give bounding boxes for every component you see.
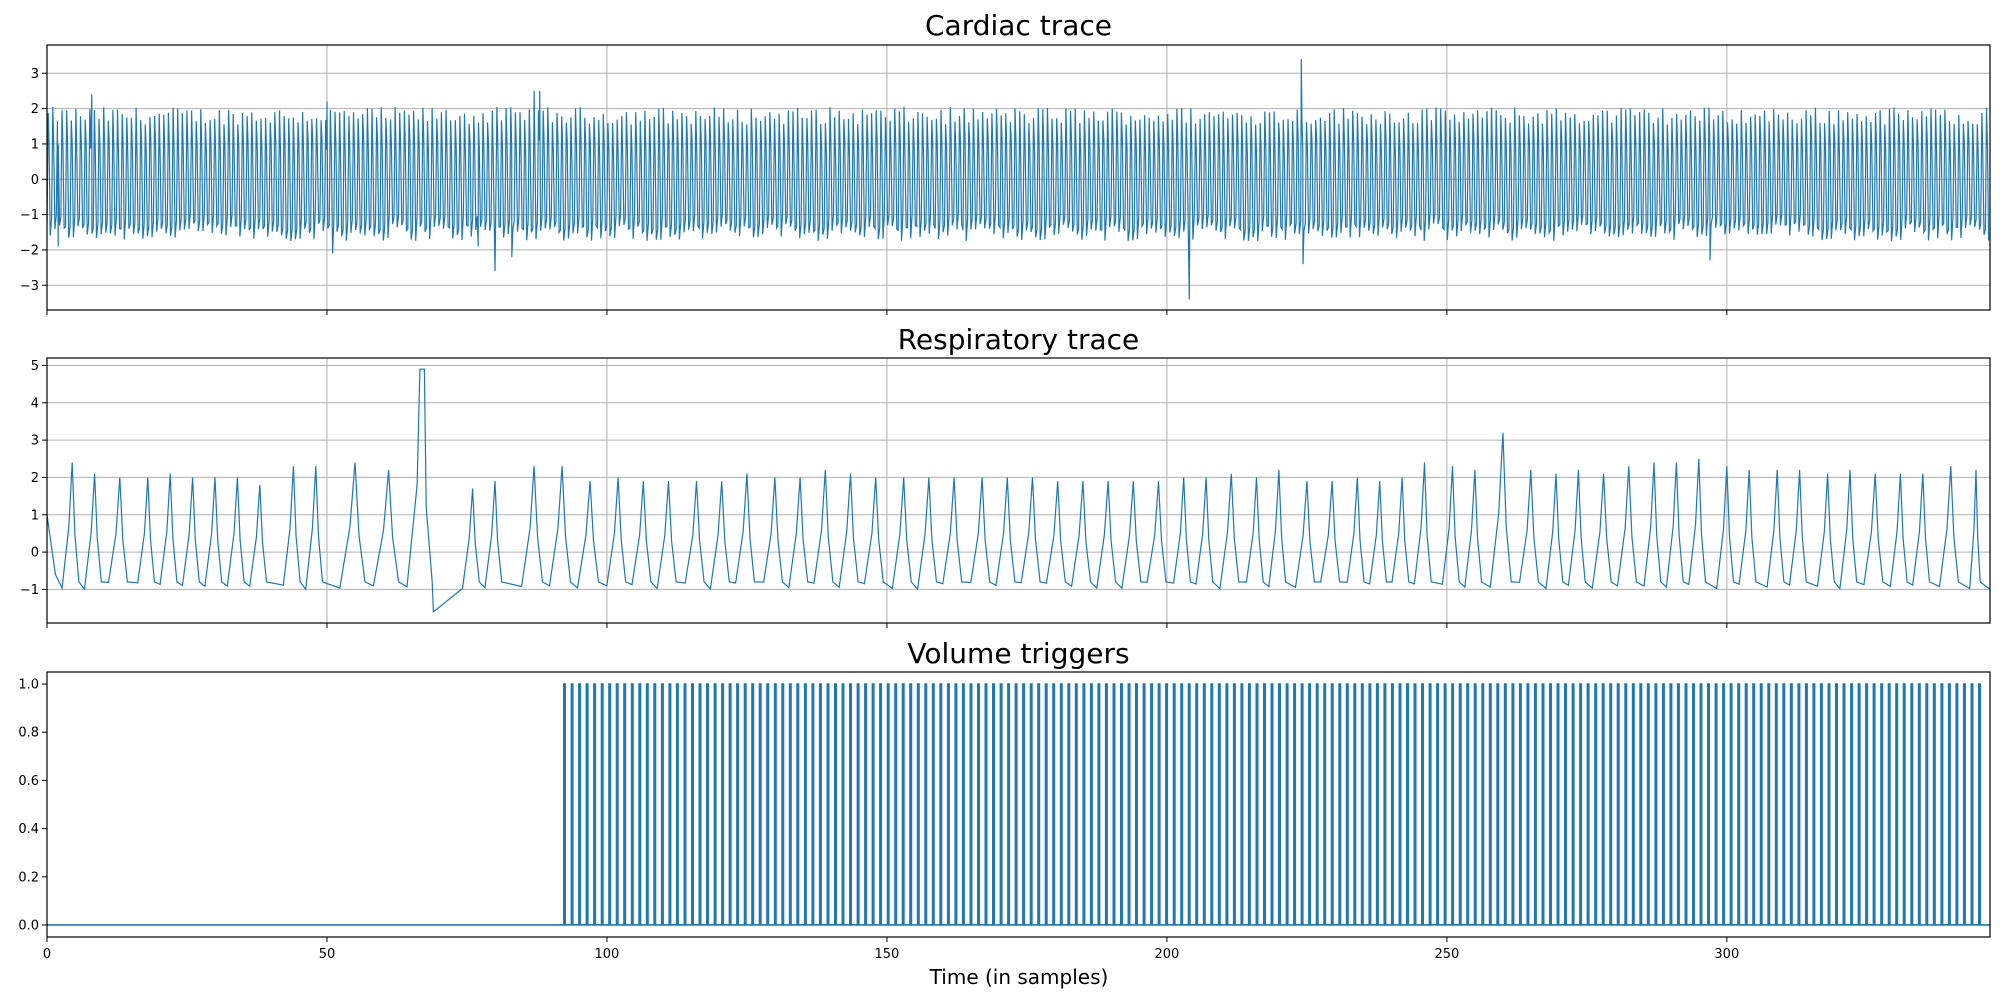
y-tick-label: 1: [31, 137, 39, 152]
x-axis-label: Time (in samples): [929, 965, 1109, 989]
y-tick-label: 3: [31, 67, 39, 82]
x-tick-label: 200: [1154, 947, 1179, 962]
trigger-series: [47, 683, 1990, 926]
x-tick-label: 250: [1434, 947, 1459, 962]
x-tick-label: 100: [595, 947, 620, 962]
y-tick-label: 4: [31, 396, 39, 411]
y-tick-label: 2: [31, 471, 39, 486]
y-tick-label: 0.0: [18, 918, 39, 933]
trace-series: [47, 59, 1990, 300]
panel-title: Cardiac trace: [925, 9, 1112, 42]
axes-frame: [46, 671, 1991, 938]
y-tick-label: 0.2: [18, 870, 39, 885]
panel-title: Respiratory trace: [898, 323, 1140, 356]
x-tick-label: 150: [874, 947, 899, 962]
y-tick-label: 5: [31, 359, 39, 374]
x-tick-label: 0: [43, 947, 51, 962]
y-tick-label: 0.8: [18, 726, 39, 741]
y-tick-label: 0: [31, 173, 39, 188]
panel-title: Volume triggers: [907, 637, 1129, 670]
y-tick-label: −3: [20, 279, 39, 294]
y-tick-label: −1: [20, 208, 39, 223]
panel-1: Cardiac trace −3 −2 −1 0 1 2 3: [20, 9, 1991, 315]
y-tick-label: 2: [31, 102, 39, 117]
y-tick-label: −2: [20, 243, 39, 258]
trace-series: [47, 368, 1990, 614]
y-tick-label: 1.0: [18, 678, 39, 693]
x-tick-label: 50: [319, 947, 336, 962]
y-tick-label: 3: [31, 434, 39, 449]
y-tick-label: −1: [20, 583, 39, 598]
y-tick-label: 0.4: [18, 822, 39, 837]
y-tick-label: 1: [31, 508, 39, 523]
panel-3: Volume triggers 0.0 0.2 0.4 0.6 0.8 1.0 0 50 100 1…: [18, 637, 1991, 962]
y-tick-label: 0.6: [18, 774, 39, 789]
x-tick-label: 300: [1714, 947, 1739, 962]
axes-frame: [46, 357, 1991, 624]
panel-2: Respiratory trace −1 0 1 2 3 4 5: [20, 323, 1991, 628]
axes-frame: [46, 44, 1991, 311]
y-tick-label: 0: [31, 546, 39, 561]
